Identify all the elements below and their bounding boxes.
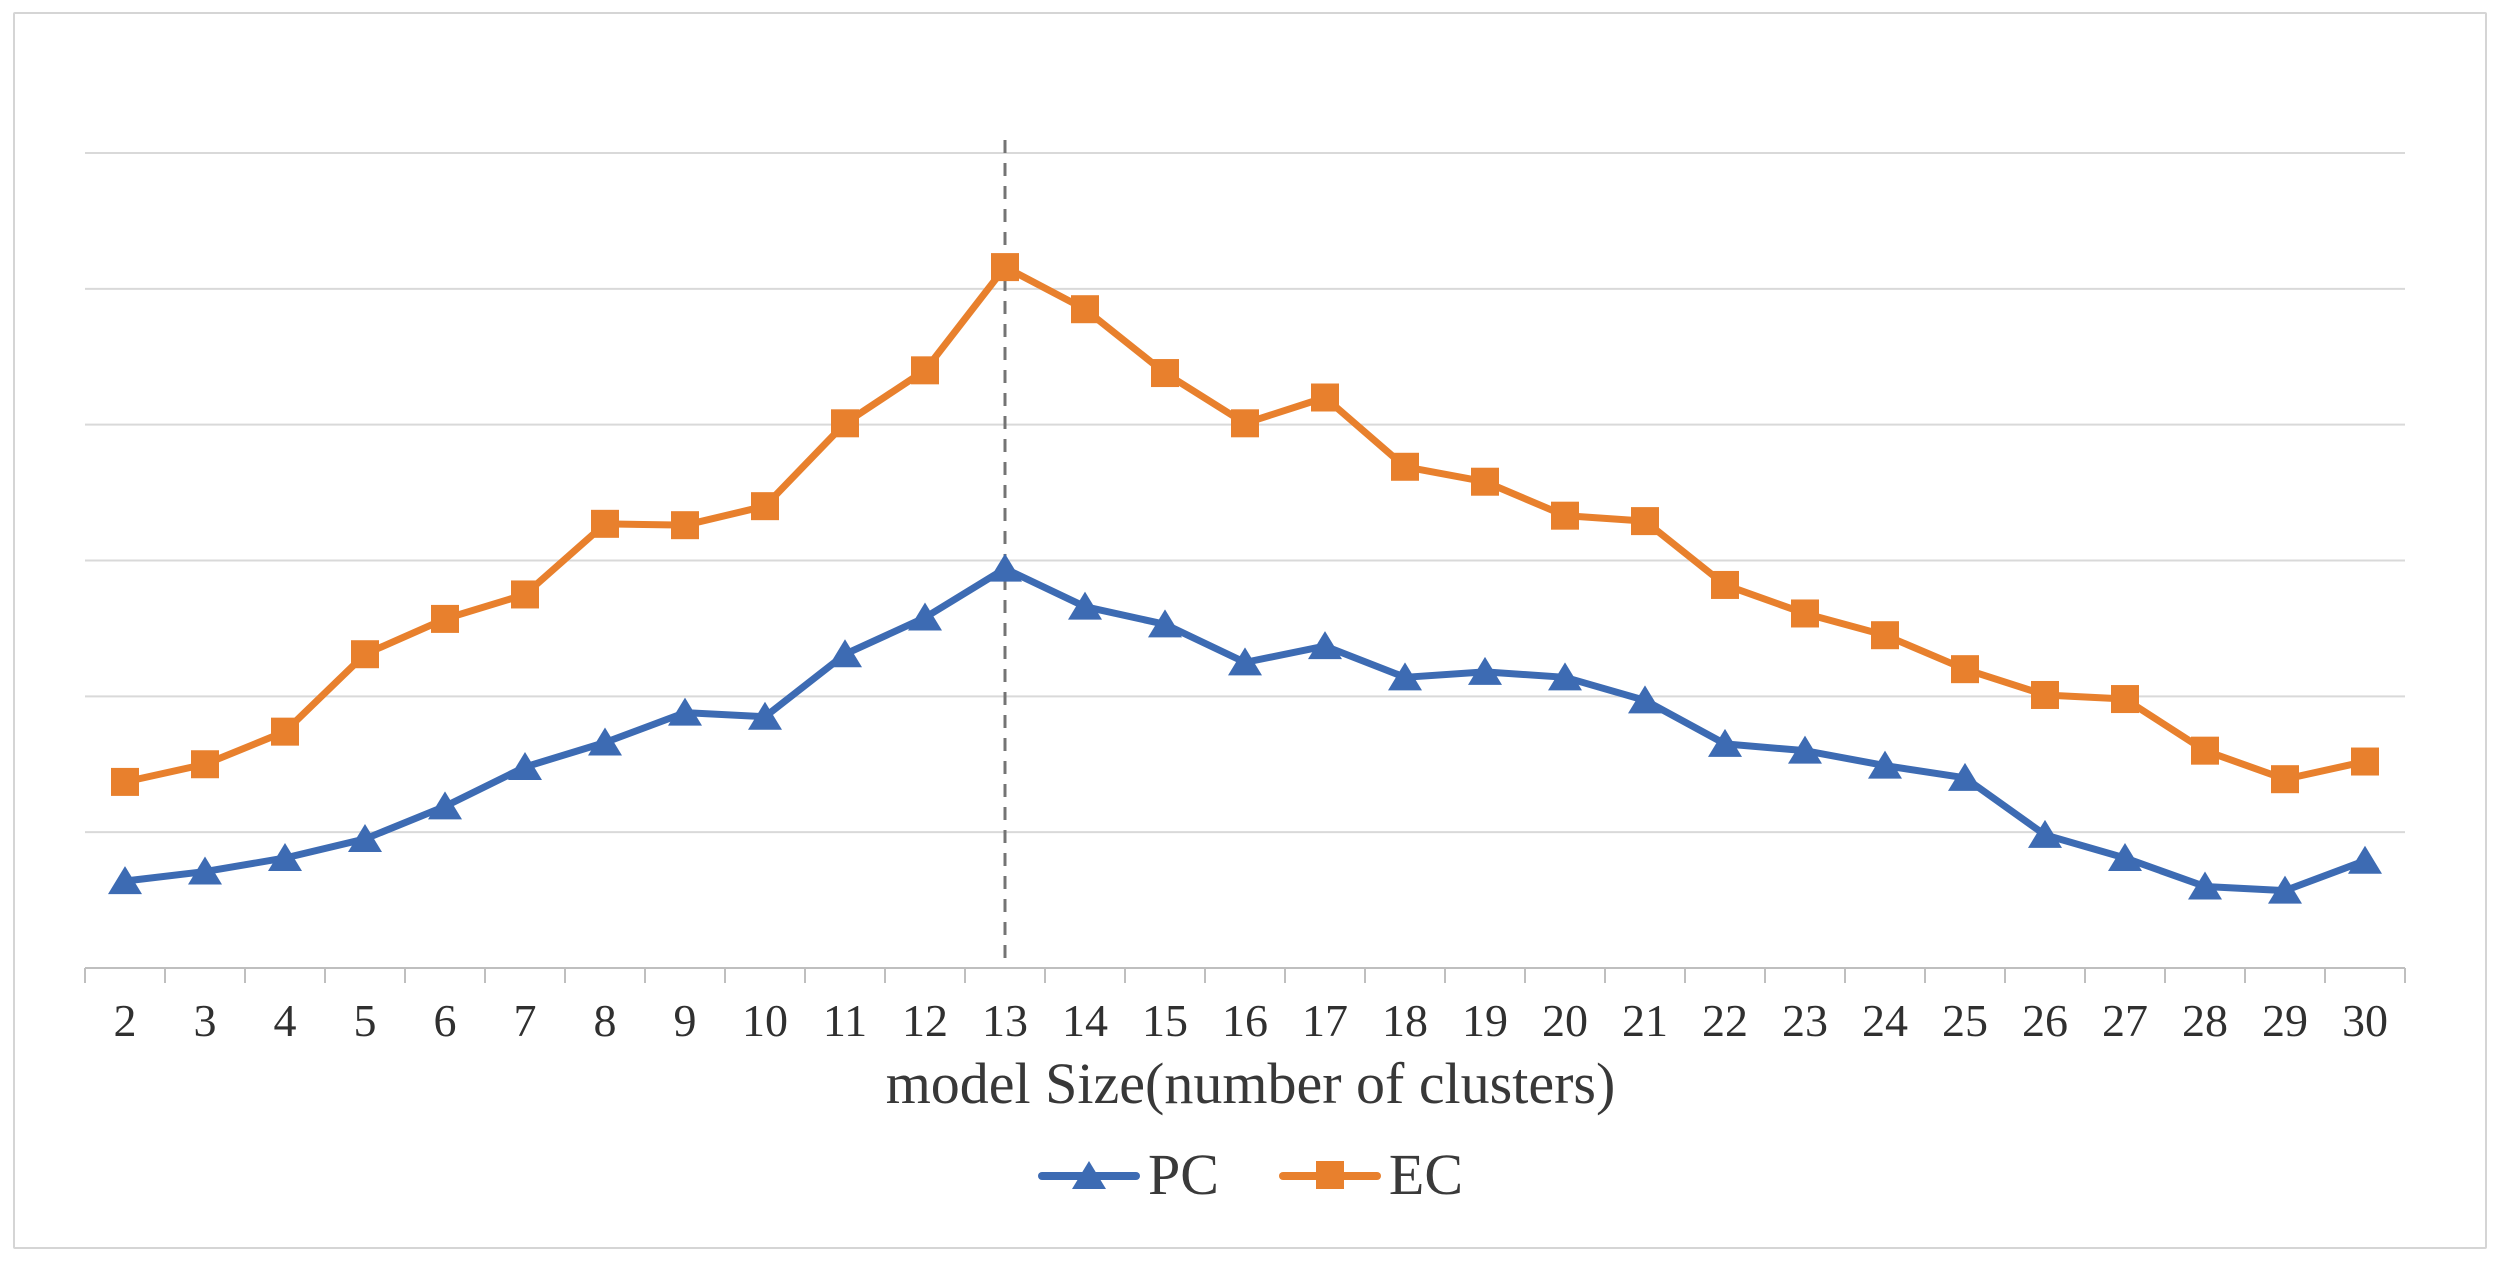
x-axis-title: model Size(number of clusters) bbox=[885, 1051, 1616, 1116]
marker-triangle-pc bbox=[588, 727, 622, 756]
marker-square-ec bbox=[2031, 680, 2059, 709]
marker-square-ec bbox=[431, 604, 459, 633]
x-axis-label: 18 bbox=[1382, 995, 1428, 1046]
marker-triangle-pc bbox=[1388, 662, 1422, 691]
legend-item-ec: EC bbox=[1278, 1142, 1464, 1207]
marker-triangle-pc bbox=[2188, 871, 2222, 900]
x-axis-label: 16 bbox=[1222, 995, 1268, 1046]
marker-square-ec bbox=[1231, 409, 1259, 438]
marker-triangle-pc bbox=[1708, 728, 1742, 757]
x-axis-label: 7 bbox=[513, 995, 537, 1046]
marker-square-ec bbox=[191, 750, 219, 779]
marker-triangle-pc bbox=[988, 553, 1022, 582]
x-axis-label: 24 bbox=[1862, 995, 1908, 1046]
marker-square-ec bbox=[111, 767, 139, 796]
marker-triangle-pc bbox=[2108, 842, 2142, 871]
marker-square-ec bbox=[1951, 655, 1979, 684]
x-axis-label: 10 bbox=[742, 995, 788, 1046]
marker-square-ec bbox=[1471, 467, 1499, 496]
marker-triangle-pc bbox=[1788, 735, 1822, 764]
x-axis-label: 6 bbox=[433, 995, 457, 1046]
marker-triangle-pc bbox=[2268, 875, 2302, 904]
marker-square-ec bbox=[1711, 570, 1739, 599]
x-axis-label: 26 bbox=[2022, 995, 2068, 1046]
marker-triangle-pc bbox=[188, 856, 222, 885]
marker-square-ec bbox=[751, 492, 779, 521]
marker-triangle-pc bbox=[508, 751, 542, 780]
marker-triangle-pc bbox=[268, 842, 302, 871]
x-axis-label: 11 bbox=[822, 995, 868, 1046]
legend-label-pc: PC bbox=[1147, 1142, 1219, 1207]
x-axis-label: 29 bbox=[2262, 995, 2308, 1046]
marker-triangle-pc bbox=[748, 701, 782, 730]
x-axis-label: 19 bbox=[1462, 995, 1508, 1046]
marker-triangle-pc bbox=[1548, 662, 1582, 691]
marker-square-ec bbox=[1551, 501, 1579, 530]
x-axis-label: 20 bbox=[1542, 995, 1588, 1046]
marker-triangle-pc bbox=[348, 823, 382, 852]
marker-triangle-pc bbox=[1068, 591, 1102, 620]
x-axis-label: 8 bbox=[593, 995, 617, 1046]
x-axis-label: 5 bbox=[353, 995, 377, 1046]
x-axis-label: 3 bbox=[193, 995, 217, 1046]
marker-triangle-pc bbox=[1308, 631, 1342, 660]
marker-square-ec bbox=[1311, 383, 1339, 412]
x-axis-label: 14 bbox=[1062, 995, 1108, 1046]
x-axis-label: 15 bbox=[1142, 995, 1188, 1046]
marker-square-ec bbox=[2191, 736, 2219, 765]
marker-square-ec bbox=[511, 580, 539, 609]
marker-triangle-pc bbox=[2028, 819, 2062, 848]
marker-square-ec bbox=[831, 409, 859, 438]
marker-square-ec bbox=[271, 717, 299, 746]
x-axis-label: 9 bbox=[673, 995, 697, 1046]
marker-square-ec bbox=[1151, 359, 1179, 388]
x-axis-label: 27 bbox=[2102, 995, 2148, 1046]
marker-triangle-pc bbox=[1948, 762, 1982, 791]
x-axis-label: 21 bbox=[1622, 995, 1668, 1046]
marker-square-ec bbox=[2111, 685, 2139, 714]
ec-line-square-marker-icon bbox=[1278, 1160, 1381, 1190]
marker-square-ec bbox=[671, 511, 699, 540]
x-axis-label: 12 bbox=[902, 995, 948, 1046]
marker-square-ec bbox=[991, 253, 1019, 282]
marker-triangle-pc bbox=[1228, 647, 1262, 676]
x-axis-label: 25 bbox=[1942, 995, 1988, 1046]
marker-triangle-pc bbox=[428, 791, 462, 820]
marker-triangle-pc bbox=[668, 697, 702, 726]
marker-square-ec bbox=[911, 356, 939, 385]
x-axis-label: 13 bbox=[982, 995, 1028, 1046]
marker-square-ec bbox=[1791, 599, 1819, 628]
series-line-ec bbox=[121, 263, 2369, 786]
x-axis-label: 4 bbox=[273, 995, 297, 1046]
marker-triangle-pc bbox=[828, 639, 862, 668]
pc-line-triangle-marker-icon bbox=[1037, 1160, 1140, 1190]
x-axis-label: 28 bbox=[2182, 995, 2228, 1046]
marker-square-ec bbox=[2271, 765, 2299, 794]
x-axis-label: 2 bbox=[113, 995, 137, 1046]
marker-triangle-pc bbox=[908, 602, 942, 631]
marker-square-ec bbox=[1631, 507, 1659, 536]
x-axis-label: 17 bbox=[1302, 995, 1348, 1046]
marker-square-ec bbox=[351, 640, 379, 669]
marker-square-ec bbox=[2351, 747, 2379, 776]
marker-triangle-pc bbox=[1628, 685, 1662, 714]
legend-item-pc: PC bbox=[1037, 1142, 1219, 1207]
legend: PC EC bbox=[0, 1146, 2501, 1204]
marker-triangle-pc bbox=[2348, 845, 2382, 874]
marker-triangle-pc bbox=[108, 866, 142, 895]
marker-triangle-pc bbox=[1468, 656, 1502, 685]
marker-square-ec bbox=[1871, 621, 1899, 650]
marker-square-ec bbox=[1391, 452, 1419, 481]
marker-triangle-pc bbox=[1148, 609, 1182, 638]
x-axis-label: 22 bbox=[1702, 995, 1748, 1046]
x-axis-label: 23 bbox=[1782, 995, 1828, 1046]
marker-triangle-pc bbox=[1868, 750, 1902, 779]
legend-label-ec: EC bbox=[1388, 1142, 1464, 1207]
marker-square-ec bbox=[1071, 295, 1099, 324]
x-axis-label: 30 bbox=[2342, 995, 2388, 1046]
marker-square-ec bbox=[591, 509, 619, 538]
